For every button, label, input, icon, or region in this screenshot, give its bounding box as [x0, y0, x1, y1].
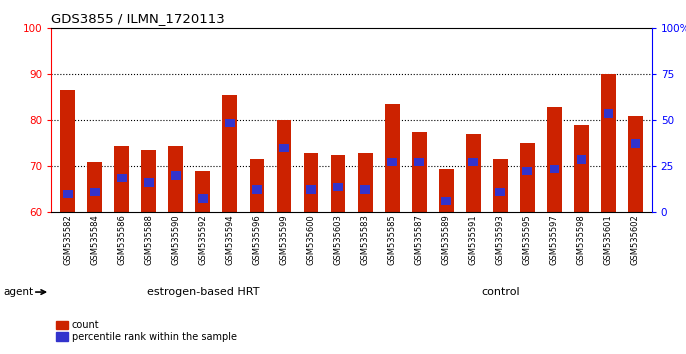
Text: GSM535585: GSM535585	[388, 214, 397, 265]
Bar	[357, 153, 372, 212]
Text: GSM535583: GSM535583	[361, 214, 370, 265]
Bar	[333, 183, 343, 191]
Text: GSM535584: GSM535584	[91, 214, 99, 265]
Bar	[414, 158, 424, 166]
Text: agent: agent	[3, 287, 34, 297]
Bar	[574, 125, 589, 212]
Bar	[225, 119, 235, 127]
Bar	[196, 171, 211, 212]
Bar	[168, 146, 183, 212]
Text: GSM535599: GSM535599	[279, 214, 289, 265]
Bar	[279, 144, 289, 152]
Bar	[412, 132, 427, 212]
Bar	[385, 104, 399, 212]
Bar	[601, 74, 616, 212]
Bar	[331, 155, 346, 212]
Bar	[90, 188, 99, 196]
Text: GSM535591: GSM535591	[469, 214, 477, 265]
Text: GSM535590: GSM535590	[172, 214, 180, 265]
Bar	[63, 190, 73, 198]
Bar	[493, 159, 508, 212]
Bar	[360, 185, 370, 194]
Bar	[628, 116, 643, 212]
Bar	[87, 162, 102, 212]
Text: GSM535595: GSM535595	[523, 214, 532, 265]
Bar	[117, 174, 127, 182]
Bar	[250, 159, 264, 212]
Bar	[441, 197, 451, 205]
Text: GSM535593: GSM535593	[496, 214, 505, 265]
Text: GSM535587: GSM535587	[414, 214, 424, 265]
Text: GSM535586: GSM535586	[117, 214, 126, 265]
Text: GSM535598: GSM535598	[577, 214, 586, 265]
Text: GSM535602: GSM535602	[631, 214, 640, 265]
Text: GSM535596: GSM535596	[252, 214, 261, 265]
Bar	[523, 167, 532, 175]
Bar	[252, 185, 262, 194]
Text: GSM535601: GSM535601	[604, 214, 613, 265]
Bar	[549, 165, 559, 173]
Legend: count, percentile rank within the sample: count, percentile rank within the sample	[56, 320, 237, 342]
Bar	[171, 171, 180, 180]
Text: control: control	[481, 287, 519, 297]
Text: GSM535603: GSM535603	[333, 214, 342, 265]
Bar	[198, 194, 208, 203]
Bar	[60, 91, 75, 212]
Text: GSM535600: GSM535600	[307, 214, 316, 265]
Bar	[388, 158, 397, 166]
Bar	[115, 146, 129, 212]
Text: GSM535588: GSM535588	[144, 214, 153, 265]
Bar	[439, 169, 453, 212]
Bar	[144, 178, 154, 187]
Bar	[520, 143, 535, 212]
Bar	[304, 153, 318, 212]
Bar	[495, 188, 505, 196]
Text: GSM535592: GSM535592	[198, 214, 207, 265]
Bar	[604, 109, 613, 118]
Text: GDS3855 / ILMN_1720113: GDS3855 / ILMN_1720113	[51, 12, 225, 25]
Bar	[630, 139, 640, 148]
Bar	[141, 150, 156, 212]
Text: GSM535594: GSM535594	[226, 214, 235, 265]
Bar	[222, 95, 237, 212]
Text: GSM535582: GSM535582	[63, 214, 72, 265]
Bar	[469, 158, 478, 166]
Bar	[576, 155, 587, 164]
Text: GSM535589: GSM535589	[442, 214, 451, 265]
Text: estrogen-based HRT: estrogen-based HRT	[147, 287, 259, 297]
Bar	[547, 107, 562, 212]
Bar	[466, 134, 481, 212]
Bar	[276, 120, 292, 212]
Bar	[306, 185, 316, 194]
Text: GSM535597: GSM535597	[550, 214, 559, 265]
